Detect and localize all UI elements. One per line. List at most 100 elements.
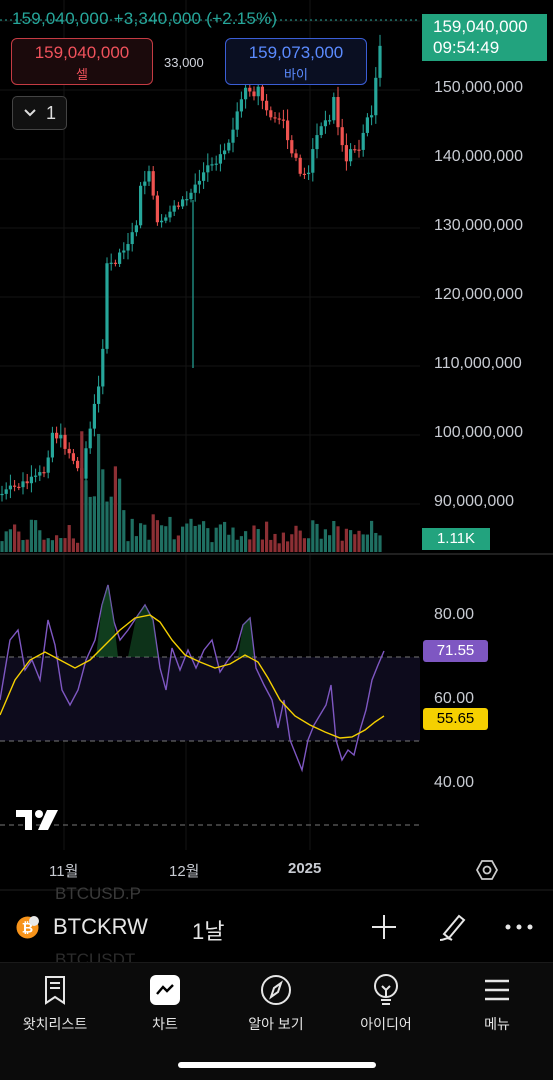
- rsi-band: [0, 657, 420, 741]
- candle-body: [134, 225, 138, 233]
- rsi-axis-label: 60.00: [434, 690, 475, 707]
- volume-bar: [4, 531, 8, 552]
- rsi-value-badge: 71.55: [423, 640, 488, 662]
- volume-bar: [21, 540, 25, 552]
- volume-bar: [155, 520, 159, 552]
- volume-bar: [206, 528, 210, 552]
- volume-bar: [370, 520, 374, 552]
- buy-button[interactable]: 159,073,000 바이: [225, 38, 367, 85]
- volume-bar: [353, 534, 357, 552]
- indicator-collapse-button[interactable]: 1: [12, 96, 67, 130]
- candle-body: [139, 185, 143, 226]
- candle-body: [8, 485, 12, 490]
- tab-label: 알아 보기: [248, 1016, 304, 1032]
- candle-body: [252, 91, 256, 97]
- tab-explore[interactable]: 알아 보기: [226, 973, 326, 1034]
- price-chart[interactable]: [0, 0, 553, 900]
- chart-settings-icon[interactable]: [476, 859, 498, 881]
- candle-body: [126, 244, 130, 251]
- tradingview-logo-icon: [16, 810, 58, 830]
- buy-label: 바이: [284, 67, 308, 82]
- volume-bar: [13, 524, 17, 552]
- candle-body: [206, 165, 210, 173]
- volume-bar: [319, 538, 323, 552]
- volume-bar: [256, 529, 260, 552]
- rsi-line: [0, 584, 385, 773]
- price-axis-label: 130,000,000: [434, 217, 523, 234]
- volume-bar: [239, 536, 243, 552]
- candle-body: [315, 135, 319, 150]
- volume-bar: [101, 469, 105, 552]
- volume-bar: [315, 523, 319, 552]
- spread-value: 33,000: [164, 55, 204, 70]
- tab-chart[interactable]: 차트: [115, 973, 215, 1034]
- volume-badge: 1.11K: [422, 528, 490, 550]
- more-icon[interactable]: [503, 910, 535, 944]
- volume-bar: [97, 433, 101, 552]
- candle-body: [311, 149, 315, 173]
- volume-bar: [374, 532, 378, 552]
- candle-body: [235, 111, 239, 130]
- price-axis-label: 140,000,000: [434, 148, 523, 165]
- candle-body: [374, 77, 378, 116]
- candle-body: [76, 460, 80, 469]
- tab-watchlist[interactable]: 왓치리스트: [5, 973, 105, 1034]
- sell-button[interactable]: 159,040,000 셀: [11, 38, 153, 85]
- volume-bar: [311, 520, 315, 552]
- tab-ideas[interactable]: 아이디어: [336, 973, 436, 1034]
- volume-bar: [80, 431, 84, 552]
- buy-price: 159,073,000: [248, 43, 344, 62]
- candle-body: [298, 157, 302, 174]
- volume-bar: [88, 496, 92, 552]
- candle-body: [202, 172, 206, 181]
- volume-bar: [281, 532, 285, 552]
- candle-body: [168, 211, 172, 218]
- candle-body: [105, 263, 109, 349]
- candle-body: [84, 448, 88, 479]
- volume-bar: [151, 514, 155, 552]
- volume-bar: [277, 543, 281, 552]
- interval-selector[interactable]: 1날: [192, 919, 225, 944]
- svg-text:₿: ₿: [22, 921, 33, 937]
- pen-icon[interactable]: [436, 910, 470, 944]
- candle-body: [269, 110, 273, 118]
- candle-body: [13, 485, 17, 487]
- volume-bar: [29, 519, 33, 552]
- symbol-selector[interactable]: BTCKRW: [53, 914, 148, 939]
- candle-body: [97, 386, 101, 404]
- chevron-down-icon: [24, 109, 36, 117]
- plus-icon[interactable]: [369, 910, 399, 944]
- price-axis-label: 110,000,000: [434, 355, 522, 372]
- candle-body: [294, 153, 298, 158]
- sell-label: 셀: [76, 67, 88, 82]
- volume-bar: [168, 516, 172, 552]
- candle-body: [42, 472, 46, 474]
- candle-body: [59, 434, 63, 439]
- volume-bar: [17, 531, 21, 552]
- candle-body: [223, 150, 227, 155]
- candle-body: [281, 119, 285, 121]
- volume-bar: [176, 535, 180, 552]
- volume-bar: [172, 539, 176, 552]
- candle-body: [349, 149, 353, 162]
- volume-bar: [193, 525, 197, 552]
- compass-icon: [261, 975, 291, 1005]
- candle-body: [193, 184, 197, 193]
- candle-body: [340, 127, 344, 146]
- volume-bar: [328, 535, 332, 552]
- candle-body: [370, 115, 374, 118]
- volume-bar: [269, 539, 273, 552]
- ohlc-readout: 159,040,000 +3,340,000 (+2.15%): [12, 9, 278, 28]
- candle-body: [21, 481, 25, 488]
- candle-body: [344, 145, 348, 162]
- tab-label: 메뉴: [484, 1016, 510, 1032]
- tab-menu[interactable]: 메뉴: [447, 973, 547, 1034]
- volume-bar: [143, 524, 147, 552]
- candle-body: [118, 252, 122, 264]
- volume-bar: [25, 539, 29, 552]
- volume-bar: [38, 530, 42, 552]
- candle-body: [214, 163, 218, 165]
- candle-body: [176, 205, 180, 207]
- volume-bar: [265, 521, 269, 552]
- candle-body: [197, 180, 201, 185]
